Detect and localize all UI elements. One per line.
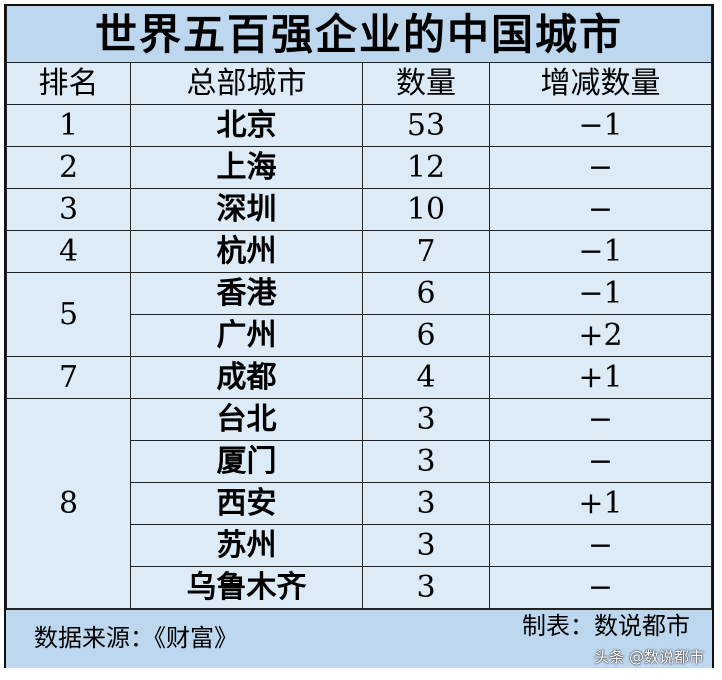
- change-cell: −: [489, 146, 712, 189]
- city-cell: 厦门: [130, 440, 363, 483]
- count-cell: 6: [362, 272, 490, 315]
- ranking-table: 世界五百强企业的中国城市 排名 总部城市 数量 增减数量 1 北京 53 −1 2 上海 1…: [6, 6, 712, 609]
- table-row: 2 上海 12−: [6, 146, 712, 189]
- change-cell: −: [489, 524, 712, 567]
- rank-cell: 4: [6, 230, 131, 273]
- table-row: 8 台北 3−: [6, 398, 712, 609]
- table-row: 乌鲁木齐 3−: [7, 566, 712, 609]
- ranking-table-card: 世界五百强企业的中国城市 排名 总部城市 数量 增减数量 1 北京 53 −1 2 上海 1…: [4, 4, 714, 668]
- change-cell: −: [489, 440, 712, 483]
- count-cell: 10: [362, 188, 490, 231]
- table-row: 厦门 3−: [7, 440, 712, 483]
- city-cell: 成都: [130, 356, 363, 399]
- header-rank: 排名: [6, 62, 131, 105]
- count-cell: 53: [362, 104, 490, 147]
- count-cell: 3: [362, 398, 490, 441]
- header-change: 增减数量: [489, 62, 712, 105]
- rank-cell: 8: [6, 398, 131, 609]
- source-note: 数据来源：《财富》: [34, 624, 238, 652]
- city-cell: 北京: [130, 104, 363, 147]
- count-cell: 3: [362, 440, 490, 483]
- city-cell: 苏州: [130, 524, 363, 567]
- header-count: 数量: [362, 62, 490, 105]
- count-cell: 7: [362, 230, 490, 273]
- city-cell: 香港: [130, 272, 363, 315]
- table-row: 5 香港 6 −1: [6, 272, 712, 357]
- table-row: 广州 6 +2: [7, 314, 712, 357]
- city-cell: 深圳: [130, 188, 363, 231]
- city-cell: 乌鲁木齐: [130, 566, 363, 609]
- change-cell: +1: [489, 356, 712, 399]
- count-cell: 3: [362, 482, 490, 525]
- watermark: 头条 @数说都市: [594, 648, 704, 666]
- count-cell: 3: [362, 524, 490, 567]
- table-row: 4 杭州 7 −1: [6, 230, 712, 273]
- rank-cell: 2: [6, 146, 131, 189]
- table-row: 1 北京 53 −1: [6, 104, 712, 147]
- change-cell: −1: [489, 272, 712, 315]
- change-cell: +2: [489, 314, 712, 357]
- header-city: 总部城市: [130, 62, 363, 105]
- table-row: 7 成都 4 +1: [6, 356, 712, 399]
- city-cell: 台北: [130, 398, 363, 441]
- rank-cell: 5: [6, 272, 131, 357]
- table-title: 世界五百强企业的中国城市: [6, 6, 712, 63]
- city-cell: 广州: [130, 314, 363, 357]
- change-cell: −: [489, 566, 712, 609]
- change-cell: −1: [489, 104, 712, 147]
- rank-cell: 7: [6, 356, 131, 399]
- count-cell: 12: [362, 146, 490, 189]
- header-row: 排名 总部城市 数量 增减数量: [6, 62, 712, 105]
- table-row: 3 深圳 10−: [6, 188, 712, 231]
- change-cell: +1: [489, 482, 712, 525]
- count-cell: 6: [362, 314, 490, 357]
- table-row: 西安 3 +1: [7, 482, 712, 525]
- city-cell: 上海: [130, 146, 363, 189]
- count-cell: 4: [362, 356, 490, 399]
- maker-note: 制表：数说都市: [522, 612, 690, 640]
- city-cell: 西安: [130, 482, 363, 525]
- count-cell: 3: [362, 566, 490, 609]
- city-cell: 杭州: [130, 230, 363, 273]
- change-cell: −: [489, 398, 712, 441]
- footer: 数据来源：《财富》 制表：数说都市 头条 @数说都市: [6, 609, 712, 668]
- change-cell: −: [489, 188, 712, 231]
- rank-cell: 3: [6, 188, 131, 231]
- rank-cell: 1: [6, 104, 131, 147]
- change-cell: −1: [489, 230, 712, 273]
